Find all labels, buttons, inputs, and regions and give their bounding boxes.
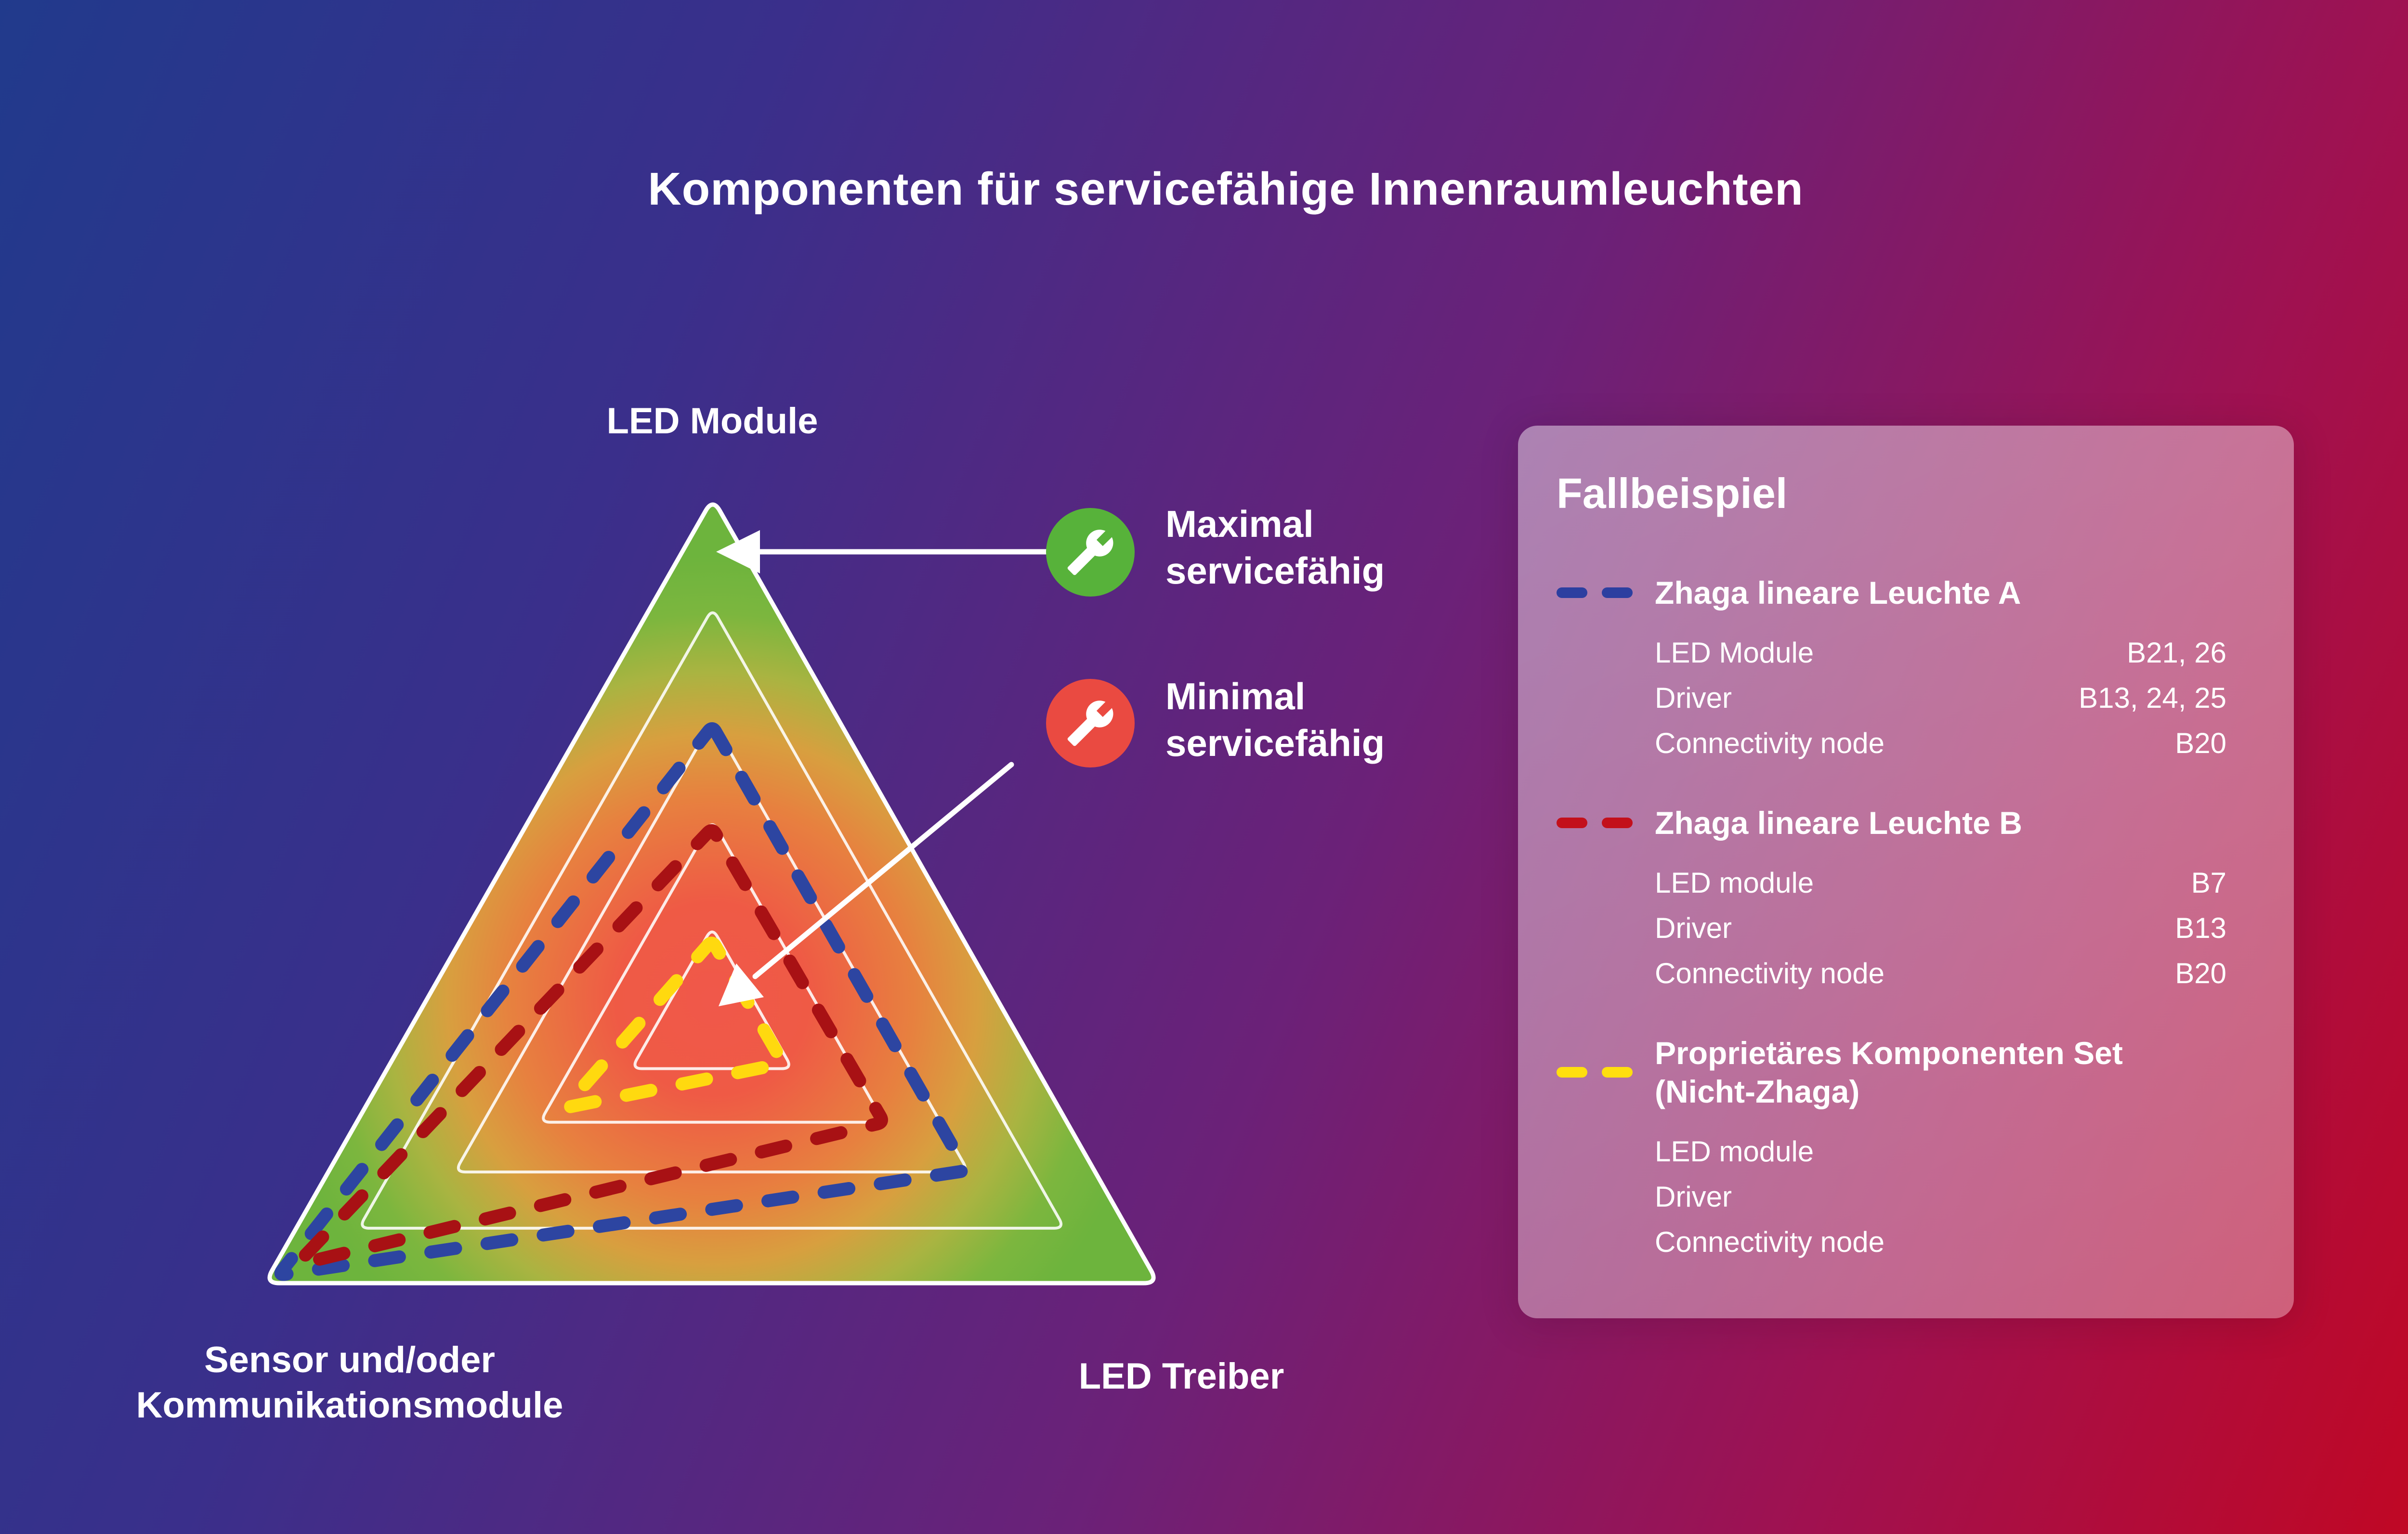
axis-label-led-module: LED Module bbox=[606, 401, 818, 442]
row-value: B7 bbox=[2191, 867, 2226, 899]
row-label: Driver bbox=[1655, 912, 1732, 944]
row-label: Connectivity node bbox=[1655, 1226, 1885, 1258]
dash-icon bbox=[1557, 587, 1587, 598]
entry-name: Zhaga lineare Leuchte B bbox=[1655, 805, 2022, 841]
table-row: LED module bbox=[1655, 1129, 2226, 1174]
series-line-proprietaer bbox=[561, 936, 788, 1114]
table-row: Driver bbox=[1655, 1174, 2226, 1220]
dash-swatch-zhaga-b bbox=[1557, 818, 1655, 828]
callout-label-minimal: Minimal servicefähig bbox=[1165, 675, 1385, 764]
entry-rows: LED module B7 Driver B13 Connectivity no… bbox=[1655, 860, 2226, 996]
panel-entry-zhaga-a: Zhaga lineare Leuchte A LED Module B21, … bbox=[1557, 573, 2226, 766]
callout-icon-maximal bbox=[1046, 508, 1135, 597]
entry-header: Zhaga lineare Leuchte A bbox=[1557, 573, 2226, 612]
row-label: LED module bbox=[1655, 867, 1814, 899]
table-row: LED module B7 bbox=[1655, 860, 2226, 906]
wrench-icon bbox=[1067, 701, 1113, 746]
page-title: Komponenten für servicefähige Innenrauml… bbox=[648, 163, 1804, 215]
row-label: LED module bbox=[1655, 1135, 1814, 1168]
axis-label-sensor-kommunikationsmodule: Sensor und/oder Kommunikationsmodule bbox=[136, 1339, 563, 1426]
series-line-zhaga-a bbox=[275, 722, 971, 1281]
dash-swatch-proprietaer bbox=[1557, 1067, 1655, 1078]
table-row: LED Module B21, 26 bbox=[1655, 630, 2226, 676]
dash-icon bbox=[1557, 818, 1587, 828]
row-value: B13, 24, 25 bbox=[2079, 682, 2226, 714]
table-row: Driver B13 bbox=[1655, 906, 2226, 951]
row-label: Connectivity node bbox=[1655, 727, 1885, 759]
row-value: B20 bbox=[2175, 957, 2226, 989]
row-label: Connectivity node bbox=[1655, 957, 1885, 989]
ring-triangle bbox=[361, 611, 1063, 1230]
wrench-icon bbox=[1067, 530, 1113, 575]
table-row: Connectivity node B20 bbox=[1655, 721, 2226, 766]
entry-header: Zhaga lineare Leuchte B bbox=[1557, 804, 2226, 842]
panel-entry-zhaga-b: Zhaga lineare Leuchte B LED module B7 Dr… bbox=[1557, 804, 2226, 996]
dash-icon bbox=[1602, 587, 1633, 598]
entry-name: Proprietäres Komponenten Set (Nicht-Zhag… bbox=[1655, 1035, 2123, 1109]
dash-icon bbox=[1602, 818, 1633, 828]
callout-label-maximal: Maximal servicefähig bbox=[1165, 503, 1385, 592]
panel-title: Fallbeispiel bbox=[1557, 469, 1788, 517]
entry-name: Zhaga lineare Leuchte A bbox=[1655, 575, 2021, 611]
arrow-maximal bbox=[716, 530, 1049, 573]
entry-rows: LED Module B21, 26 Driver B13, 24, 25 Co… bbox=[1655, 630, 2226, 766]
row-value: B13 bbox=[2175, 912, 2226, 944]
ring-triangle bbox=[633, 930, 790, 1070]
table-row: Connectivity node B20 bbox=[1655, 951, 2226, 996]
row-value: B21, 26 bbox=[2127, 637, 2226, 669]
dash-icon bbox=[1557, 1067, 1587, 1078]
entry-rows: LED module Driver Connectivity node bbox=[1655, 1129, 2226, 1265]
row-value: B20 bbox=[2175, 727, 2226, 759]
triangle-outer bbox=[267, 502, 1156, 1286]
dash-icon bbox=[1602, 1067, 1633, 1078]
dash-swatch-zhaga-a bbox=[1557, 587, 1655, 598]
row-label: Driver bbox=[1655, 1181, 1732, 1213]
table-row: Connectivity node bbox=[1655, 1220, 2226, 1265]
series-line-zhaga-b bbox=[292, 824, 888, 1270]
entry-header: Proprietäres Komponenten Set (Nicht-Zhag… bbox=[1557, 1034, 2226, 1111]
fallbeispiel-panel: Fallbeispiel Zhaga lineare Leuchte A LED… bbox=[1518, 426, 2294, 1318]
callout-icon-minimal bbox=[1046, 679, 1135, 767]
table-row: Driver B13, 24, 25 bbox=[1655, 676, 2226, 721]
axis-label-led-treiber: LED Treiber bbox=[1078, 1356, 1284, 1397]
row-label: Driver bbox=[1655, 682, 1732, 714]
arrow-minimal bbox=[719, 762, 1014, 1006]
row-label: LED Module bbox=[1655, 637, 1814, 669]
panel-entry-proprietaer: Proprietäres Komponenten Set (Nicht-Zhag… bbox=[1557, 1034, 2226, 1265]
